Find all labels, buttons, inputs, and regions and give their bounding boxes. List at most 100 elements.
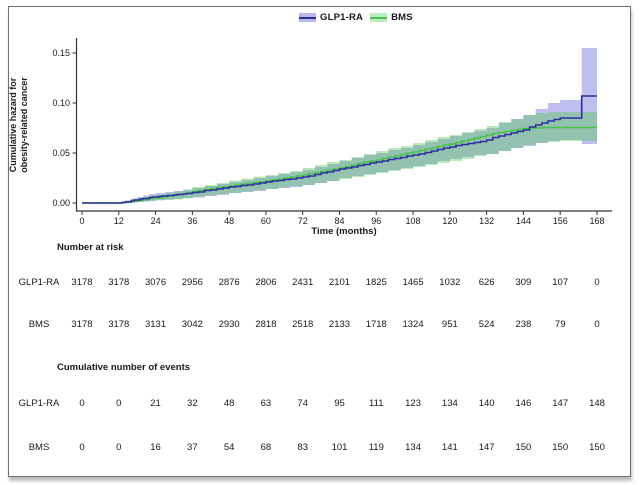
chart-legend: GLP1-RA BMS [299,12,413,23]
cumulative-events-value: 141 [441,442,458,453]
cumulative-events-value: 37 [187,442,198,453]
bms-confidence-band [82,112,597,203]
cumulative-events-value: 0 [116,398,122,409]
cumulative-events-value: 63 [260,398,272,409]
cumulative-events-value: 119 [368,442,384,453]
x-tick-label: 144 [516,216,531,226]
number-at-risk-value: 1825 [365,277,387,288]
cumulative-events-value: 0 [79,398,85,409]
x-tick-label: 60 [261,216,271,226]
y-axis-title-line2: obesity-related cancer [19,77,29,173]
number-at-risk-value: 2930 [218,319,240,330]
x-tick-label: 36 [187,216,197,226]
cumulative-events-value: 147 [552,398,569,409]
cumulative-events-value: 16 [150,442,161,453]
cumulative-events-value: 83 [297,442,308,453]
cumulative-events-value: 74 [297,398,308,409]
number-at-risk-value: 524 [478,319,495,330]
number-at-risk-value: 3178 [108,319,130,330]
number-at-risk-value: 2431 [292,277,314,288]
number-at-risk-value: 1032 [439,277,461,288]
x-tick-label: 0 [79,216,84,226]
cumulative-hazard-chart: 0.00 0.05 0.10 0.15 0 12 24 36 48 60 72 84 96 108 120 1… [52,38,612,226]
number-at-risk-value: 951 [441,319,458,330]
number-at-risk-value: 309 [515,277,532,288]
cumulative-events-value: 101 [331,442,348,453]
x-tick-label: 120 [442,216,457,226]
cumulative-events-value: 150 [552,442,569,453]
x-tick-label: 108 [406,216,421,226]
cumulative-events-value: 123 [405,398,421,409]
number-at-risk-value: 2101 [328,277,351,288]
cumulative-events-value: 146 [515,398,532,409]
x-tick-label: 156 [553,216,568,226]
number-at-risk-value: 3178 [71,319,93,330]
glp1ra-legend-swatch [299,13,316,22]
x-tick-label: 48 [224,216,234,226]
bms-legend-swatch [370,13,388,22]
number-at-risk-value: 3076 [144,277,167,288]
bms-line-sample [370,16,388,19]
figure-frame [8,6,631,477]
cumulative-events-value: 150 [515,442,532,453]
glp1ra-confidence-band [82,48,597,203]
cumulative-events-value: 0 [79,442,85,453]
number-at-risk-value: 3131 [144,319,167,330]
cumulative-events-value: 21 [150,398,161,409]
y-tick-label: 0.00 [52,198,70,208]
y-tick-label: 0.05 [52,148,70,158]
number-at-risk-value: 2956 [181,277,203,288]
legend-entry-bms: BMS [370,12,413,23]
cumulative-events-value: 95 [334,398,345,409]
cumulative-events-value: 134 [441,398,458,409]
cumulative-events-value: 54 [223,442,235,453]
number-at-risk-value: 1324 [402,319,424,330]
glp1ra-line-sample [299,16,316,19]
cumulative-events-value: 140 [478,398,495,409]
y-axis-title: Cumulative hazard for obesity-related ca… [8,39,32,211]
x-tick-label: 84 [334,216,344,226]
number-at-risk-value: 626 [478,277,495,288]
x-tick-label: 72 [298,216,308,226]
number-at-risk-header: Number at risk [57,242,124,253]
cumulative-events-value: 111 [369,398,384,409]
legend-entry-glp1ra: GLP1-RA [299,12,363,23]
glp1ra-hazard-curve [82,95,597,204]
number-at-risk-value: 2806 [255,277,277,288]
number-at-risk-value: 2876 [218,277,240,288]
number-at-risk-value: 3042 [181,319,203,330]
number-at-risk-value: 1465 [402,277,424,288]
number-at-risk-value: 0 [594,277,600,288]
number-at-risk-row-label: BMS [28,319,50,330]
number-at-risk-value: 0 [594,319,600,330]
number-at-risk-row-label: GLP1-RA [18,277,60,288]
cumulative-events-value: 147 [478,442,495,453]
cumulative-events-value: 150 [589,442,605,453]
cumulative-events-value: 0 [116,442,122,453]
number-at-risk-value: 1718 [365,319,387,330]
y-axis-title-line1: Cumulative hazard for [8,77,18,173]
number-at-risk-value: 238 [515,319,532,330]
x-tick-label: 24 [151,216,161,226]
cumulative-events-value: 134 [405,442,421,453]
number-at-risk-value: 2133 [328,319,351,330]
x-tick-label: 12 [114,216,124,226]
y-tick-label: 0.15 [52,48,70,58]
cumulative-events-value: 48 [223,398,235,409]
number-at-risk-value: 107 [552,277,569,288]
number-at-risk-value: 2518 [292,319,314,330]
x-axis-title: Time (months) [311,226,377,237]
y-tick-label: 0.10 [52,98,70,108]
number-at-risk-value: 79 [554,319,566,330]
cumulative-events-header: Cumulative number of events [57,362,191,373]
number-at-risk-value: 2818 [255,319,277,330]
x-tick-label: 132 [479,216,494,226]
cumulative-events-row-label: GLP1-RA [18,398,60,409]
cumulative-events-value: 68 [260,442,272,453]
cumulative-events-row-label: BMS [28,442,50,453]
x-tick-label: 168 [589,216,604,226]
legend-label-bms: BMS [391,12,413,23]
number-at-risk-value: 3178 [71,277,93,288]
x-tick-label: 96 [371,216,381,226]
legend-label-glp1ra: GLP1-RA [320,12,364,23]
